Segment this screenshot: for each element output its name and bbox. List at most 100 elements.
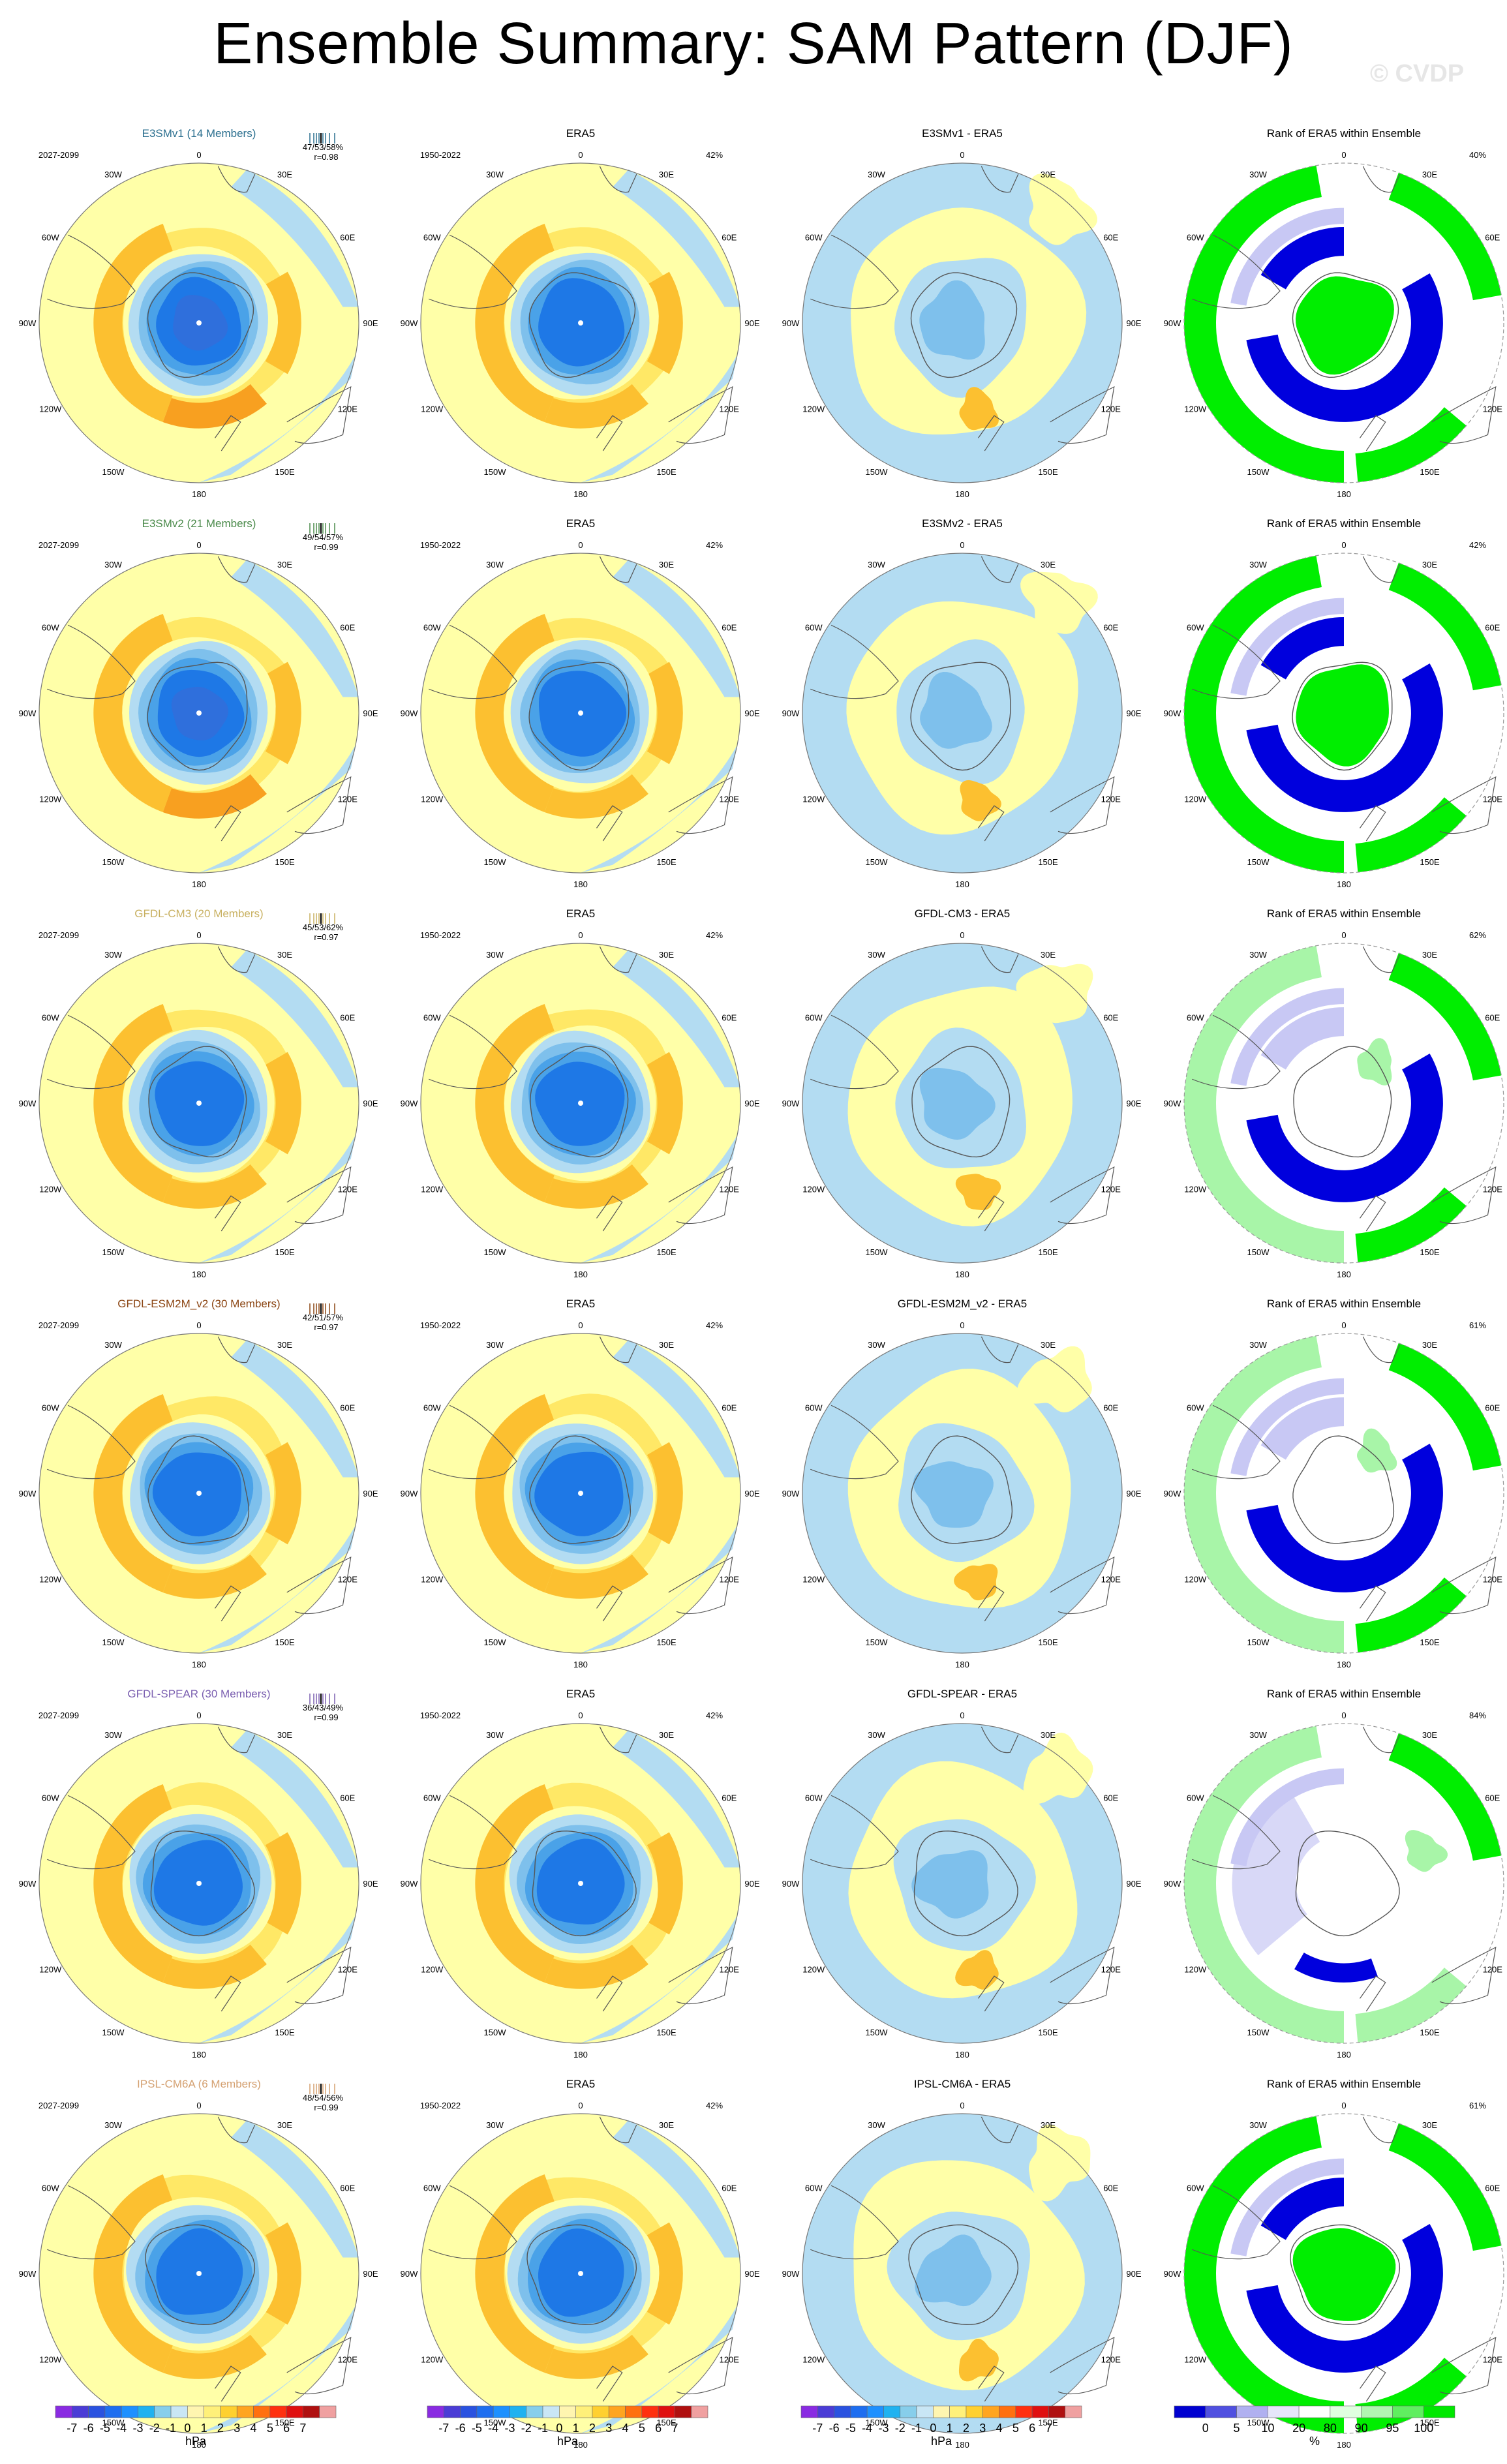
longitude-label: 30E <box>659 1730 674 1740</box>
colorbar-swatch <box>476 2405 494 2418</box>
colorbar-swatch <box>817 2405 834 2418</box>
rank-high-region <box>1184 1333 1344 1653</box>
colorbar-swatch <box>510 2405 527 2418</box>
panel-title: ERA5 <box>566 127 595 140</box>
longitude-label: 90E <box>1126 318 1141 328</box>
australia-coastline <box>1431 2336 1497 2395</box>
colorbar-swatch <box>1031 2405 1049 2418</box>
longitude-label: 90E <box>363 1879 378 1889</box>
longitude-label: 0 <box>1341 930 1346 940</box>
longitude-label: 120E <box>1101 1575 1121 1585</box>
australia-coastline <box>668 776 733 834</box>
longitude-label: 150W <box>102 1637 125 1647</box>
panel-title: Rank of ERA5 within Ensemble <box>1267 127 1421 140</box>
longitude-label: 60E <box>340 623 355 633</box>
longitude-label: 0 <box>1341 2101 1346 2110</box>
longitude-label: 90E <box>363 1489 378 1498</box>
longitude-label: 120W <box>802 1185 825 1194</box>
africa-coastline <box>217 2116 256 2144</box>
south-america-coastline <box>47 234 136 309</box>
south-america-coastline <box>810 1014 899 1089</box>
longitude-label: 30E <box>1422 1340 1437 1350</box>
rank-high-region <box>1355 1577 1473 1653</box>
longitude-label: 120E <box>338 795 358 804</box>
colorbar-swatch <box>187 2405 204 2418</box>
longitude-label: 120W <box>802 1965 825 1975</box>
longitude-label: 60W <box>805 1403 823 1413</box>
map-border <box>420 943 741 1264</box>
longitude-label: 90W <box>19 2269 37 2279</box>
longitude-label: 90E <box>1126 2269 1141 2279</box>
colorbar-swatch <box>850 2405 868 2418</box>
rank-low-region <box>1230 1768 1344 1866</box>
panel-title: Rank of ERA5 within Ensemble <box>1267 907 1421 920</box>
high-pressure-belt <box>265 1832 301 1935</box>
south-america-coastline <box>810 1405 899 1480</box>
longitude-label: 90E <box>744 2269 759 2279</box>
colorbar-swatch <box>427 2405 444 2418</box>
longitude-label: 30E <box>1422 2120 1437 2130</box>
longitude-label: 0 <box>1341 540 1346 550</box>
australia-coastline <box>286 776 352 834</box>
longitude-label: 90W <box>401 318 418 328</box>
longitude-label: 30W <box>1249 1730 1267 1740</box>
new-zealand-coastline <box>1360 415 1386 451</box>
rank-high-region <box>1296 276 1394 375</box>
map-border <box>1183 1723 1504 2044</box>
high-pressure-belt <box>475 224 555 422</box>
period-label: 2027-2099 <box>38 2101 79 2110</box>
south-pole-marker <box>578 1491 583 1496</box>
longitude-label: 90E <box>363 1099 378 1108</box>
rank-low-region <box>1230 988 1344 1086</box>
panel-row: E3SMv1 (14 Members) 2027-2099 47/53/58%r=0… <box>19 127 1504 499</box>
rank-low-region <box>1246 663 1443 812</box>
longitude-label: 150W <box>102 2028 125 2037</box>
colorbar-swatch <box>443 2405 461 2418</box>
colorbar-tick: -1 <box>911 2422 922 2435</box>
colorbar-tick: 1 <box>947 2422 953 2435</box>
panel-title: ERA5 <box>566 1688 595 1700</box>
rank-low-region <box>1246 273 1443 422</box>
panel-row: GFDL-SPEAR (30 Members) 2027-2099 36/43/49… <box>19 1688 1504 2060</box>
high-pressure-belt <box>162 1944 267 1989</box>
new-zealand-coastline <box>596 805 623 842</box>
colorbar-tick: 2 <box>217 2422 224 2435</box>
longitude-label: 180 <box>573 2050 588 2060</box>
longitude-label: 30E <box>277 170 292 179</box>
longitude-label: 90E <box>744 1489 759 1498</box>
colorbar-swatch <box>204 2405 221 2418</box>
colorbar-tick: 3 <box>605 2422 612 2435</box>
difference-panel: GFDL-ESM2M_v2 - ERA5 0 30E 60E 90E 120E 150E 18… <box>782 1298 1142 1669</box>
stats-label: 42/51/57% <box>303 1313 344 1322</box>
low-pressure-region <box>231 1729 359 1868</box>
rank-panel: Rank of ERA5 within Ensemble 61% 0 30E 60E 90… <box>1164 1298 1504 1669</box>
longitude-label: 90W <box>782 708 800 718</box>
colorbar-unit: hPa <box>185 2435 207 2448</box>
high-pressure-belt <box>265 2222 301 2325</box>
colorbar-tick: -6 <box>829 2422 840 2435</box>
africa-coastline <box>217 946 256 973</box>
colorbar-swatch <box>104 2405 122 2418</box>
colorbar-tick: 80 <box>1324 2422 1337 2435</box>
colorbar-swatch <box>625 2405 643 2418</box>
colorbar-unit: hPa <box>557 2435 579 2448</box>
longitude-label: 30E <box>1041 170 1056 179</box>
longitude-label: 150W <box>866 2418 889 2427</box>
antarctica-coastline <box>1293 1046 1392 1158</box>
rank-low-region <box>1230 598 1344 696</box>
longitude-label: 120E <box>720 2355 740 2365</box>
longitude-label: 60E <box>1103 1013 1118 1023</box>
longitude-label: 30W <box>486 950 504 960</box>
australia-coastline <box>668 1556 733 1615</box>
rank-low-region <box>1246 1054 1443 1202</box>
longitude-label: 30E <box>1422 170 1437 179</box>
longitude-label: 150E <box>275 857 295 867</box>
colorbar-tick: 0 <box>184 2422 190 2435</box>
longitude-label: 0 <box>196 1711 201 1720</box>
longitude-label: 150W <box>102 1247 125 1257</box>
colorbar-tick: 2 <box>963 2422 969 2435</box>
longitude-label: 150E <box>1038 857 1058 867</box>
south-america-coastline <box>810 2185 899 2260</box>
